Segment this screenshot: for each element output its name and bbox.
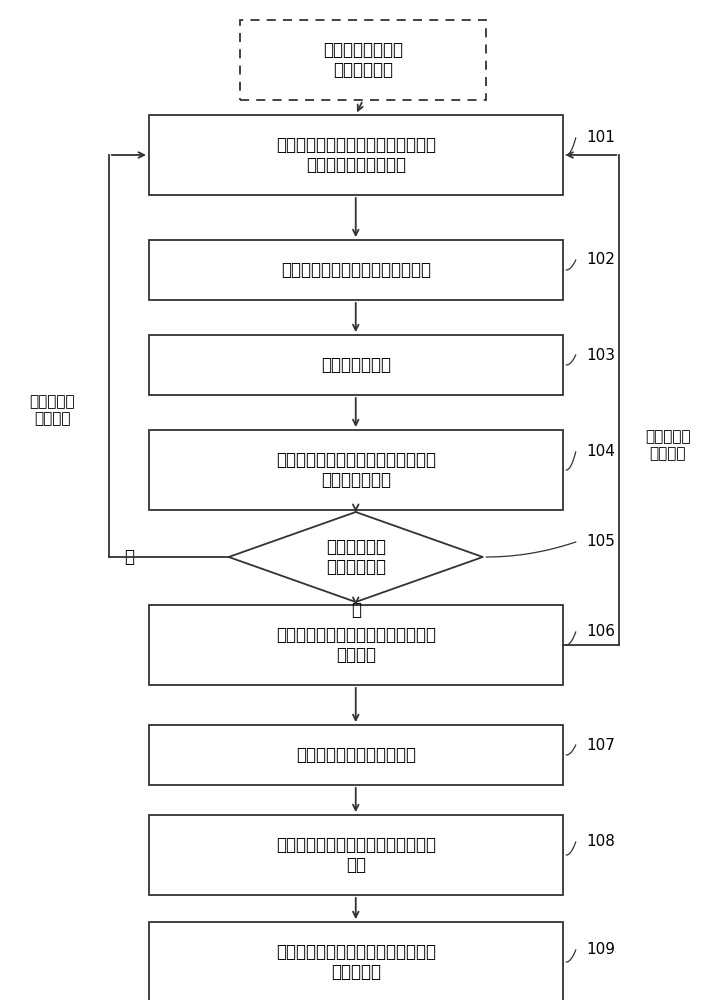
Text: 109: 109 <box>587 942 616 958</box>
Text: 判断差值是否
满足预定条件: 判断差值是否 满足预定条件 <box>326 538 386 576</box>
Text: 从滑动窗口内的干涉图的干涉相位中
减去均值包络面: 从滑动窗口内的干涉图的干涉相位中 减去均值包络面 <box>276 451 436 489</box>
Text: 用余量代替
干涉相位: 用余量代替 干涉相位 <box>645 429 690 461</box>
Text: 计算均值包络面: 计算均值包络面 <box>321 356 391 374</box>
Text: 用差值代替
干涉相位: 用差值代替 干涉相位 <box>30 394 75 426</box>
Text: 干涉图在滑动窗口
中的干涉相位: 干涉图在滑动窗口 中的干涉相位 <box>323 41 403 79</box>
Text: 识别干涉图在滑动窗口内的干涉相位
的极大值点和极小值点: 识别干涉图在滑动窗口内的干涉相位 的极大值点和极小值点 <box>276 136 436 174</box>
Text: 计算滑动窗口内的伪信噪比: 计算滑动窗口内的伪信噪比 <box>295 746 416 764</box>
Text: 103: 103 <box>587 348 616 362</box>
Text: 102: 102 <box>587 252 616 267</box>
Text: 采用该滤波参数对滑动窗口内的干涉
图进行滤波: 采用该滤波参数对滑动窗口内的干涉 图进行滤波 <box>276 943 436 981</box>
FancyBboxPatch shape <box>149 240 563 300</box>
Text: 104: 104 <box>587 444 616 460</box>
Text: 计算极大值包络面和极小值包络面: 计算极大值包络面和极小值包络面 <box>281 261 431 279</box>
FancyBboxPatch shape <box>149 922 563 1000</box>
Text: 107: 107 <box>587 738 616 752</box>
Text: 108: 108 <box>587 834 616 850</box>
Text: 通过对余量进行多次分解，得到多个
频率分量: 通过对余量进行多次分解，得到多个 频率分量 <box>276 626 436 664</box>
Text: 106: 106 <box>587 624 616 640</box>
Text: 对伪信噪比进行归一化处理得到滤波
参数: 对伪信噪比进行归一化处理得到滤波 参数 <box>276 836 436 874</box>
Text: 否: 否 <box>124 548 134 566</box>
FancyBboxPatch shape <box>149 430 563 510</box>
FancyBboxPatch shape <box>149 815 563 895</box>
Text: 101: 101 <box>587 130 616 145</box>
FancyBboxPatch shape <box>149 725 563 785</box>
FancyBboxPatch shape <box>149 605 563 685</box>
FancyBboxPatch shape <box>149 115 563 195</box>
FancyBboxPatch shape <box>149 335 563 395</box>
FancyBboxPatch shape <box>240 20 486 100</box>
Text: 是: 是 <box>351 601 361 619</box>
Text: 105: 105 <box>587 534 616 550</box>
